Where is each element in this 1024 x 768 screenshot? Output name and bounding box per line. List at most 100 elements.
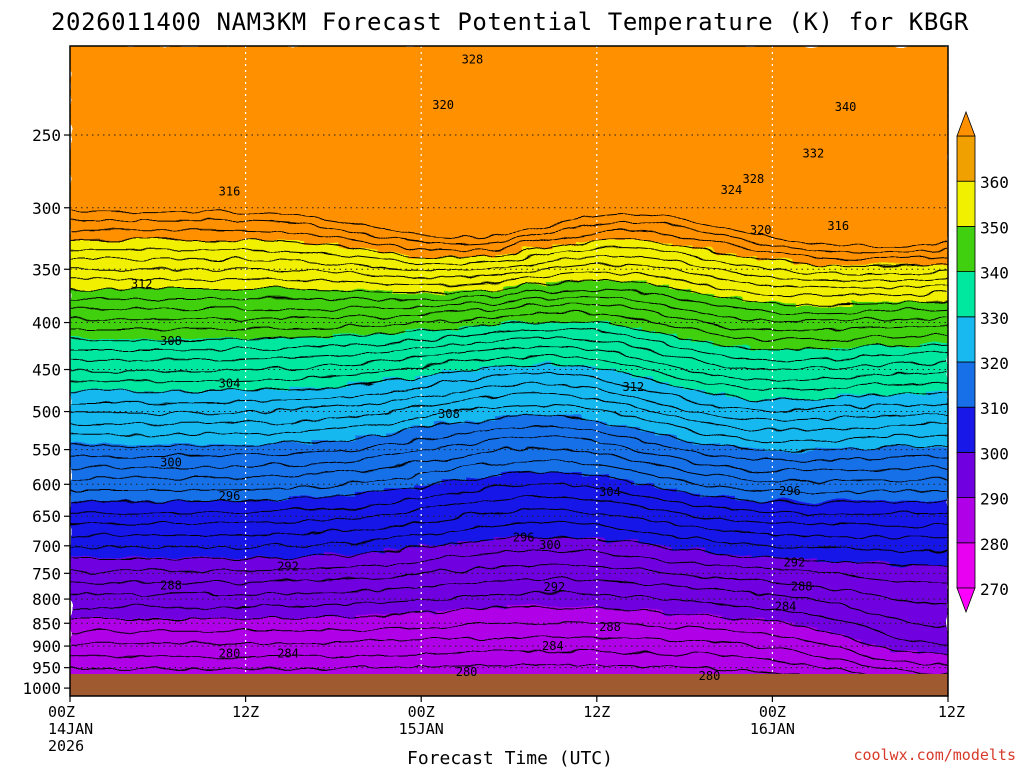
field-cell — [479, 57, 488, 63]
field-cell — [567, 86, 576, 92]
field-cell — [698, 65, 708, 71]
field-cell — [471, 57, 481, 63]
field-cell — [149, 86, 159, 92]
field-cell — [757, 49, 766, 55]
field-cell — [706, 82, 715, 88]
field-cell — [113, 78, 122, 84]
field-cell — [662, 82, 671, 88]
field-cell — [84, 94, 93, 100]
field-cell — [303, 61, 312, 67]
field-cell — [347, 82, 356, 88]
field-cell — [640, 69, 649, 75]
field-cell — [245, 46, 254, 51]
field-cell — [179, 57, 188, 63]
field-cell — [706, 69, 715, 75]
field-cell — [749, 82, 759, 88]
field-cell — [369, 78, 378, 84]
field-cell — [654, 49, 664, 55]
field-cell — [830, 78, 839, 84]
field-cell — [435, 53, 444, 59]
field-cell — [501, 86, 510, 92]
field-cell — [157, 57, 166, 63]
field-cell — [801, 61, 810, 67]
field-cell — [362, 53, 371, 59]
field-cell — [471, 61, 481, 67]
field-cell — [932, 73, 942, 79]
field-cell — [713, 57, 722, 63]
field-cell — [757, 53, 766, 59]
field-cell — [910, 61, 920, 67]
field-cell — [669, 73, 678, 79]
field-cell — [684, 53, 693, 59]
field-cell — [910, 86, 920, 92]
field-cell — [764, 61, 773, 67]
field-cell — [223, 53, 232, 59]
field-cell — [662, 73, 671, 79]
field-cell — [106, 53, 115, 59]
field-cell — [215, 73, 225, 79]
field-cell — [457, 53, 466, 59]
field-cell — [925, 82, 934, 88]
field-cell — [837, 61, 847, 67]
field-cell — [647, 49, 656, 55]
field-cell — [610, 82, 620, 88]
field-cell — [135, 46, 144, 51]
field-cell — [801, 86, 810, 92]
field-cell — [157, 49, 166, 55]
field-cell — [501, 61, 510, 67]
field-cell — [354, 90, 364, 96]
field-cell — [691, 46, 700, 51]
field-cell — [523, 78, 532, 84]
field-cell — [303, 73, 312, 79]
field-cell — [932, 61, 942, 67]
field-cell — [91, 49, 100, 55]
field-cell — [749, 53, 759, 59]
field-cell — [932, 53, 942, 59]
field-cell — [801, 65, 810, 71]
field-cell — [845, 90, 854, 96]
field-cell — [289, 78, 298, 84]
field-cell — [567, 69, 576, 75]
field-cell — [918, 49, 927, 55]
field-cell — [493, 46, 503, 51]
field-cell — [793, 69, 803, 75]
field-cell — [684, 82, 693, 88]
field-cell — [874, 53, 883, 59]
field-cell — [684, 49, 693, 55]
field-cell — [149, 61, 159, 67]
field-cell — [588, 73, 598, 79]
field-cell — [201, 94, 210, 100]
field-cell — [486, 57, 495, 63]
field-cell — [289, 65, 298, 71]
field-cell — [903, 69, 912, 75]
field-cell — [735, 86, 744, 92]
field-cell — [457, 57, 466, 63]
field-cell — [179, 61, 188, 67]
field-cell — [581, 46, 590, 51]
field-cell — [728, 90, 737, 96]
field-cell — [728, 46, 737, 51]
field-cell — [347, 53, 356, 59]
field-cell — [523, 65, 532, 71]
field-cell — [464, 53, 473, 59]
field-cell — [70, 65, 78, 71]
field-cell — [830, 57, 839, 63]
field-cell — [852, 73, 861, 79]
field-cell — [428, 86, 437, 92]
field-cell — [654, 86, 664, 92]
field-cell — [603, 78, 612, 84]
field-cell — [171, 69, 181, 75]
field-cell — [332, 69, 342, 75]
field-cell — [625, 57, 634, 63]
field-cell — [128, 61, 137, 67]
field-cell — [245, 53, 254, 59]
field-cell — [552, 65, 561, 71]
field-cell — [823, 53, 832, 59]
field-cell — [310, 86, 320, 92]
field-cell — [91, 78, 100, 84]
field-cell — [515, 73, 525, 79]
field-cell — [764, 53, 773, 59]
field-cell — [574, 78, 583, 84]
field-cell — [171, 73, 181, 79]
field-cell — [640, 86, 649, 92]
